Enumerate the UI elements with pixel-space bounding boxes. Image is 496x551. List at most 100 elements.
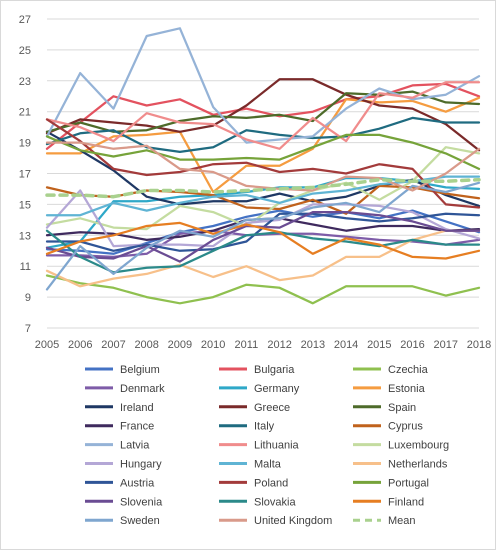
- legend-label: Slovakia: [254, 496, 296, 508]
- legend-item: Spain: [353, 402, 416, 414]
- legend-item: Malta: [219, 459, 282, 471]
- legend-item: Czechia: [353, 364, 429, 376]
- legend-label: Italy: [254, 421, 275, 433]
- series-lines: [45, 27, 481, 305]
- y-tick-label: 9: [25, 292, 31, 304]
- series-line-lithuania: [45, 81, 481, 150]
- x-tick-label: 2006: [68, 339, 92, 351]
- series-line-sweden: [45, 181, 481, 291]
- x-tick-label: 2010: [201, 339, 225, 351]
- legend-label: Mean: [388, 515, 416, 527]
- legend-label: Netherlands: [388, 459, 448, 471]
- legend-label: Cyprus: [388, 421, 423, 433]
- legend-item: Bulgaria: [219, 364, 295, 376]
- legend-item: Slovakia: [219, 496, 296, 508]
- y-tick-label: 13: [19, 230, 31, 242]
- series-line-greece: [45, 78, 481, 152]
- legend-label: Spain: [388, 402, 416, 414]
- series-line-hungary: [45, 189, 481, 248]
- legend-item: Denmark: [85, 383, 165, 395]
- series-line-finland: [45, 221, 481, 260]
- legend-item: Portugal: [353, 477, 429, 489]
- x-tick-label: 2016: [400, 339, 424, 351]
- y-tick-label: 25: [19, 45, 31, 57]
- legend-label: Portugal: [388, 477, 429, 489]
- legend-label: Greece: [254, 402, 290, 414]
- series-line-poland: [45, 118, 481, 209]
- legend-item: Austria: [85, 477, 155, 489]
- legend-label: Germany: [254, 383, 300, 395]
- series-line-netherlands: [45, 229, 481, 288]
- y-tick-label: 11: [20, 261, 31, 273]
- x-tick-label: 2013: [301, 339, 325, 351]
- legend-label: Austria: [120, 477, 155, 489]
- x-tick-label: 2014: [334, 339, 358, 351]
- x-axis-ticks: 2005 2006 2007 2008 2009 2010 2011 2012 2013 2014…: [35, 339, 491, 351]
- legend-label: Estonia: [388, 383, 426, 395]
- legend-label: Lithuania: [254, 440, 300, 452]
- legend-label: Latvia: [120, 440, 150, 452]
- legend-item: Finland: [353, 496, 424, 508]
- series-line-slovakia: [45, 229, 481, 274]
- legend-label: Finland: [388, 496, 424, 508]
- x-tick-label: 2015: [367, 339, 391, 351]
- x-tick-label: 2009: [168, 339, 192, 351]
- series-line-czechia: [45, 274, 481, 305]
- legend-item: United Kingdom: [219, 515, 332, 527]
- legend-item: Hungary: [85, 459, 162, 471]
- legend-item: Italy: [219, 421, 275, 433]
- legend-item: Netherlands: [353, 459, 448, 471]
- series-line-luxembourg: [45, 146, 481, 231]
- legend-item: Lithuania: [219, 440, 300, 452]
- legend-label: Ireland: [120, 402, 154, 414]
- y-tick-label: 7: [25, 323, 31, 335]
- legend-label: Sweden: [120, 515, 160, 527]
- series-line-slovenia: [45, 210, 481, 263]
- legend-item: Ireland: [85, 402, 154, 414]
- legend-label: France: [120, 421, 154, 433]
- legend-label: Bulgaria: [254, 364, 295, 376]
- legend-item: Sweden: [85, 515, 160, 527]
- legend-item: Poland: [219, 477, 288, 489]
- legend-label: Denmark: [120, 383, 165, 395]
- y-tick-label: 27: [19, 14, 31, 26]
- legend-item: Estonia: [353, 383, 426, 395]
- legend-label: Hungary: [120, 459, 162, 471]
- series-line-malta: [45, 175, 481, 217]
- series-line-mean: [45, 177, 481, 199]
- series-line-italy: [45, 116, 481, 154]
- legend-item: Latvia: [85, 440, 150, 452]
- x-tick-label: 2005: [35, 339, 59, 351]
- legend-label: Belgium: [120, 364, 160, 376]
- legend-item: Cyprus: [353, 421, 423, 433]
- x-tick-label: 2011: [235, 339, 259, 351]
- series-line-united-kingdom: [45, 141, 481, 192]
- legend-item: Germany: [219, 383, 300, 395]
- series-line-portugal: [45, 133, 481, 171]
- x-tick-label: 2012: [267, 339, 291, 351]
- y-tick-label: 23: [19, 76, 31, 88]
- legend-item: Slovenia: [85, 496, 163, 508]
- y-axis-ticks: 7 9 11 13 15 17 19 21 23 25 27: [19, 14, 31, 335]
- legend-item: Greece: [219, 402, 290, 414]
- legend-label: Poland: [254, 477, 288, 489]
- legend-label: Slovenia: [120, 496, 163, 508]
- y-tick-label: 15: [19, 199, 31, 211]
- legend-label: Czechia: [388, 364, 429, 376]
- x-tick-label: 2007: [101, 339, 125, 351]
- x-tick-label: 2008: [134, 339, 158, 351]
- legend: Belgium Bulgaria Czechia Denmark Germany Esto…: [85, 364, 449, 527]
- y-tick-label: 19: [19, 138, 31, 150]
- x-tick-label: 2017: [434, 339, 458, 351]
- gridlines: [47, 18, 479, 329]
- legend-label: Malta: [254, 459, 282, 471]
- legend-label: United Kingdom: [254, 515, 332, 527]
- x-tick-label: 2018: [467, 339, 491, 351]
- legend-item: Mean: [353, 515, 416, 527]
- legend-item: Luxembourg: [353, 440, 449, 452]
- legend-label: Luxembourg: [388, 440, 449, 452]
- series-line-spain: [45, 90, 481, 133]
- y-tick-label: 21: [19, 107, 31, 119]
